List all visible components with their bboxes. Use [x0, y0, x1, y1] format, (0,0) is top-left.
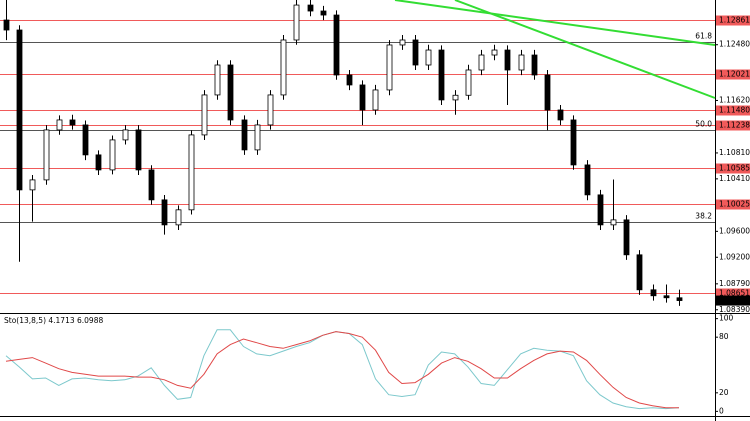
candle-body [214, 64, 221, 96]
last-price-label: 1.08532 [719, 296, 750, 305]
candle-body [135, 129, 142, 171]
indicator-line [5, 331, 679, 409]
candle-body [636, 254, 643, 291]
candle-body [465, 69, 472, 96]
candle-body [491, 49, 498, 56]
level-box [716, 15, 750, 26]
candle-body [161, 199, 168, 226]
y-tick-label: 80 [719, 332, 729, 341]
candle-body [597, 194, 604, 226]
candle-body [478, 54, 485, 71]
level-box [716, 69, 750, 80]
candle-body [241, 119, 248, 151]
level-label: 1.11238 [719, 121, 750, 130]
level-label: 1.12861 [719, 16, 750, 25]
level-label: 1.11480 [719, 106, 750, 115]
y-tick-label: 1.08790 [719, 279, 750, 288]
candle-body [663, 295, 670, 299]
level-label: 1.12021 [719, 70, 750, 79]
y-tick-label: 1.10810 [719, 148, 750, 157]
candle-body [188, 134, 195, 211]
level-label: 1.10585 [719, 164, 750, 173]
y-tick-label: 20 [719, 388, 729, 397]
last-price-box [716, 295, 750, 306]
candle-body [386, 44, 393, 91]
y-tick-label: 100 [719, 314, 734, 323]
level-box [716, 120, 750, 131]
candle-body [16, 29, 23, 191]
y-tick-label: 1.11620 [719, 95, 750, 104]
candle-body [56, 119, 63, 131]
candle-body [650, 289, 657, 297]
candle-body [557, 109, 564, 121]
candle-body [452, 94, 459, 101]
candle-body [425, 49, 432, 66]
indicator-title: Sto(13,8,5) 4.1713 6.0988 [4, 316, 103, 325]
candle-body [333, 14, 340, 76]
y-tick-label: 1.09200 [719, 252, 750, 261]
trendline [394, 0, 716, 46]
trendline [454, 0, 716, 99]
candle-body [254, 124, 261, 151]
candle-body [29, 179, 36, 191]
candle-body [544, 74, 551, 111]
fib-label: 61.8 [695, 32, 712, 41]
candle-body [175, 209, 182, 226]
candle-body [610, 219, 617, 226]
candle-body [320, 10, 327, 16]
candle-body [399, 39, 406, 46]
candle-body [531, 54, 538, 76]
candle-body [359, 84, 366, 111]
candle-body [82, 124, 89, 156]
level-box [716, 105, 750, 116]
candle-body [584, 164, 591, 196]
candle-body [148, 169, 155, 201]
candle-body [69, 119, 76, 126]
y-tick-label: 1.10410 [719, 174, 750, 183]
candle-body [570, 119, 577, 166]
candle-body [122, 129, 129, 141]
level-box [716, 163, 750, 174]
y-tick-label: 1.08390 [719, 305, 750, 314]
candle-body [227, 64, 234, 121]
candle-body [676, 297, 683, 301]
fib-label: 50.0 [695, 120, 712, 129]
candle-body [280, 39, 287, 96]
candle-body [43, 129, 50, 181]
candle-body [504, 49, 511, 71]
candle-body [293, 4, 300, 41]
level-label: 1.10025 [719, 200, 750, 209]
level-label: 1.08651 [719, 289, 750, 298]
candle-body [267, 94, 274, 126]
candle-body [201, 94, 208, 136]
y-tick-label: 1.09600 [719, 226, 750, 235]
candle-body [346, 74, 353, 86]
y-tick-label: 1.12480 [719, 40, 750, 49]
candle-body [372, 89, 379, 111]
candle-body [109, 139, 116, 171]
candle-body [307, 4, 314, 12]
candle-body [518, 54, 525, 71]
y-tick-label: 0 [719, 406, 724, 415]
candle-body [412, 39, 419, 66]
level-box [716, 199, 750, 210]
fib-label: 38.2 [695, 212, 712, 221]
candle-body [3, 19, 10, 31]
candle-body [95, 154, 102, 171]
candle-body [623, 219, 630, 256]
candle-body [438, 49, 445, 101]
level-box [716, 288, 750, 299]
